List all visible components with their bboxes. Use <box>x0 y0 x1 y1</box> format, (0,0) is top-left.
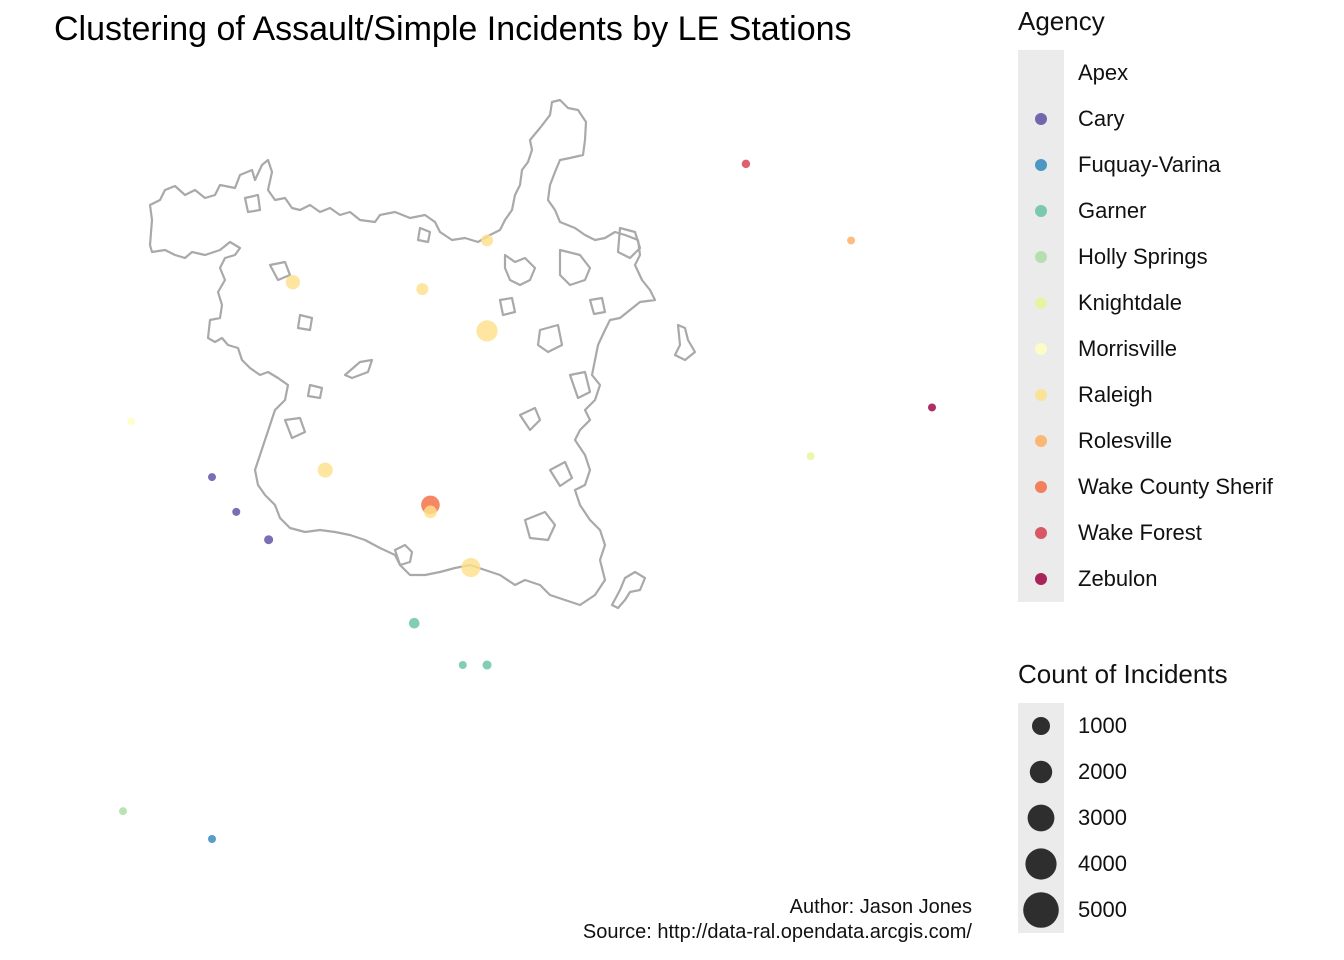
legend-swatch-rolesville <box>1035 435 1047 447</box>
inner-parcel-6 <box>296 313 314 332</box>
agency-legend-keys <box>1018 50 1064 602</box>
inner-parcel-10 <box>548 460 574 488</box>
annex-south <box>393 543 414 567</box>
size-swatch-1000 <box>1032 717 1050 735</box>
incident-point-garner <box>408 617 420 629</box>
size-label-1000: 1000 <box>1078 713 1127 738</box>
legend-label-wake-county-sherif: Wake County Sherif <box>1078 474 1273 499</box>
incident-point-rolesville <box>847 236 856 245</box>
incident-point-wake-forest <box>741 159 751 169</box>
legend-swatch-fuquay-varina <box>1035 159 1047 171</box>
legend-swatch-wake-forest <box>1035 527 1047 539</box>
incident-point-zebulon <box>928 403 936 412</box>
legend-label-knightdale: Knightdale <box>1078 290 1182 315</box>
inner-parcel-1 <box>343 358 374 380</box>
inner-parcel-7 <box>283 416 307 440</box>
annex-east-2 <box>673 323 697 362</box>
inner-parcel-13 <box>416 226 432 244</box>
incident-points <box>119 159 936 843</box>
wake-county-map <box>119 98 936 843</box>
incident-point-raleigh <box>476 320 498 342</box>
raleigh-boundary <box>148 98 657 607</box>
incident-point-raleigh <box>317 462 333 478</box>
legend-label-morrisville: Morrisville <box>1078 336 1177 361</box>
size-label-4000: 4000 <box>1078 851 1127 876</box>
legend-swatch-garner <box>1035 205 1047 217</box>
inner-parcel-14 <box>243 193 262 214</box>
annex-southeast <box>610 570 647 610</box>
inner-parcel-4 <box>568 370 592 400</box>
caption-source: Source: http://data-ral.opendata.arcgis.… <box>582 921 972 943</box>
inner-parcel-12 <box>588 296 607 316</box>
size-swatch-4000 <box>1025 848 1057 880</box>
incident-point-cary <box>264 535 274 545</box>
legend-label-rolesville: Rolesville <box>1078 428 1173 453</box>
inner-parcel-11 <box>498 296 517 317</box>
legend-label-zebulon: Zebulon <box>1078 566 1158 591</box>
annex-east-1 <box>616 226 642 260</box>
size-label-5000: 5000 <box>1078 897 1127 922</box>
inner-parcel-8 <box>306 383 324 400</box>
size-legend-swatches <box>1023 717 1059 928</box>
inner-parcel-3 <box>536 323 564 354</box>
incident-point-garner <box>458 661 467 669</box>
incident-point-holly-springs <box>119 807 127 816</box>
legend-label-raleigh: Raleigh <box>1078 382 1153 407</box>
size-label-2000: 2000 <box>1078 759 1127 784</box>
legend-swatch-wake-county-sherif <box>1035 481 1047 493</box>
incident-point-raleigh <box>416 283 429 296</box>
annex-north <box>503 253 537 287</box>
size-legend-title: Count of Incidents <box>1018 659 1228 689</box>
incident-point-cary <box>232 507 241 516</box>
annex-northeast <box>558 248 592 287</box>
inner-parcel-5 <box>268 260 292 282</box>
legend-label-holly-springs: Holly Springs <box>1078 244 1208 269</box>
legend-swatch-knightdale <box>1035 297 1047 309</box>
legend-swatch-morrisville <box>1035 343 1047 355</box>
size-swatch-2000 <box>1029 760 1053 784</box>
legend-swatch-raleigh <box>1035 389 1047 401</box>
inner-parcel-2 <box>518 406 542 432</box>
map-title: Clustering of Assault/Simple Incidents b… <box>54 10 852 48</box>
legend-label-garner: Garner <box>1078 198 1147 223</box>
incident-point-raleigh <box>481 234 494 247</box>
boundary-outlines <box>148 98 697 610</box>
incident-point-raleigh <box>285 275 301 290</box>
size-label-3000: 3000 <box>1078 805 1127 830</box>
incident-point-raleigh <box>424 505 437 519</box>
size-swatch-5000 <box>1023 892 1059 928</box>
incident-point-raleigh <box>461 557 481 578</box>
legend-swatch-cary <box>1035 113 1047 125</box>
legend-label-apex: Apex <box>1078 60 1129 85</box>
legend-swatch-holly-springs <box>1035 251 1047 263</box>
legend-label-fuquay-varina: Fuquay-Varina <box>1078 152 1221 177</box>
legend-swatch-zebulon <box>1035 573 1047 585</box>
agency-legend-swatches <box>1035 113 1047 585</box>
incident-point-garner <box>482 660 492 670</box>
inner-parcel-9 <box>523 510 557 542</box>
incident-point-fuquay-varina <box>207 835 216 843</box>
incident-point-knightdale <box>806 452 815 461</box>
incident-point-cary <box>207 473 216 482</box>
caption-author: Author: Jason Jones <box>789 896 972 918</box>
agency-legend-title: Agency <box>1018 6 1105 36</box>
legend-label-cary: Cary <box>1078 106 1125 131</box>
incident-point-morrisville <box>127 417 136 426</box>
size-swatch-3000 <box>1027 804 1055 832</box>
legend-label-wake-forest: Wake Forest <box>1078 520 1202 545</box>
